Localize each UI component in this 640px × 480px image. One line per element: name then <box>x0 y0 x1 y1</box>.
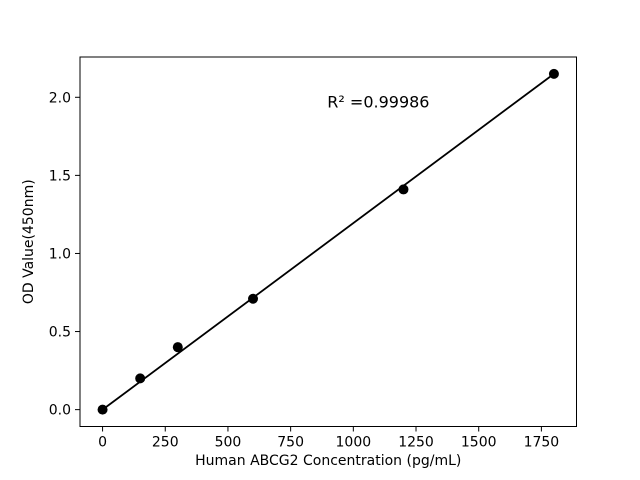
data-point <box>135 373 146 384</box>
x-tick-label: 1000 <box>336 435 372 451</box>
y-tick-label: 1.0 <box>49 246 71 262</box>
r-squared-annotation: R² =0.99986 <box>327 92 429 111</box>
data-point <box>172 342 183 353</box>
data-point <box>548 68 559 79</box>
x-axis-label: Human ABCG2 Concentration (pg/mL) <box>195 453 461 469</box>
fit-line <box>101 72 555 411</box>
x-tick-label: 250 <box>152 435 179 451</box>
data-point <box>398 184 409 195</box>
x-tick-label: 750 <box>277 435 304 451</box>
x-tick-label: 1750 <box>524 435 560 451</box>
y-axis-label: OD Value(450nm) <box>21 179 37 304</box>
x-tick-label: 1500 <box>461 435 497 451</box>
plot-frame <box>79 56 577 427</box>
y-tick-label: 1.5 <box>49 168 71 184</box>
data-point <box>248 293 259 304</box>
y-tick-label: 0.0 <box>49 403 71 419</box>
x-tick-label: 500 <box>215 435 242 451</box>
x-tick-label: 1250 <box>398 435 434 451</box>
y-tick-label: 0.5 <box>49 325 71 341</box>
y-tick-label: 2.0 <box>49 90 71 106</box>
x-tick-label: 0 <box>98 435 107 451</box>
data-point <box>97 404 108 415</box>
